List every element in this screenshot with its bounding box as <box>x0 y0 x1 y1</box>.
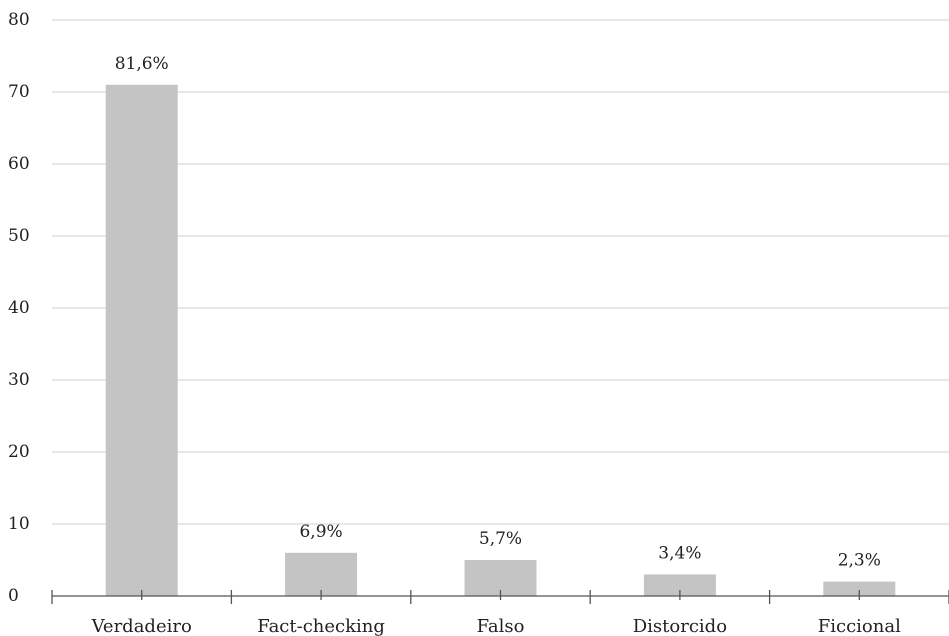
x-tick-label: Ficcional <box>818 616 901 636</box>
x-tick-label: Fact-checking <box>257 616 385 636</box>
bar-distorcido <box>643 574 716 596</box>
x-tick-label: Falso <box>477 616 525 636</box>
gridlines <box>52 19 949 525</box>
y-tick-label: 60 <box>8 154 30 174</box>
y-tick-label: 70 <box>8 82 30 102</box>
x-tick-label: Distorcido <box>633 616 727 636</box>
y-tick-label: 10 <box>8 514 30 534</box>
data-label: 81,6% <box>115 54 169 74</box>
y-tick-label: 30 <box>8 370 30 390</box>
data-label: 5,7% <box>479 529 522 549</box>
data-labels: 81,6% 6,9% 5,7% 3,4% 2,3% <box>115 54 881 571</box>
data-label: 2,3% <box>838 551 881 571</box>
bars <box>105 84 896 597</box>
bar-ficcional <box>823 581 896 596</box>
y-tick-label: 50 <box>8 226 30 246</box>
y-tick-label: 40 <box>8 298 30 318</box>
x-tick-label: Verdadeiro <box>91 616 192 636</box>
data-label: 3,4% <box>658 543 701 563</box>
y-tick-label: 0 <box>8 586 19 606</box>
x-axis: Verdadeiro Fact-checking Falso Distorcido Fi… <box>51 590 949 636</box>
data-label: 6,9% <box>299 522 342 542</box>
y-axis: 0 10 20 30 40 50 60 70 80 <box>8 10 30 606</box>
y-tick-label: 80 <box>8 10 30 30</box>
bar-verdadeiro <box>105 84 178 597</box>
bar-fact-checking <box>285 552 358 596</box>
y-tick-label: 20 <box>8 442 30 462</box>
